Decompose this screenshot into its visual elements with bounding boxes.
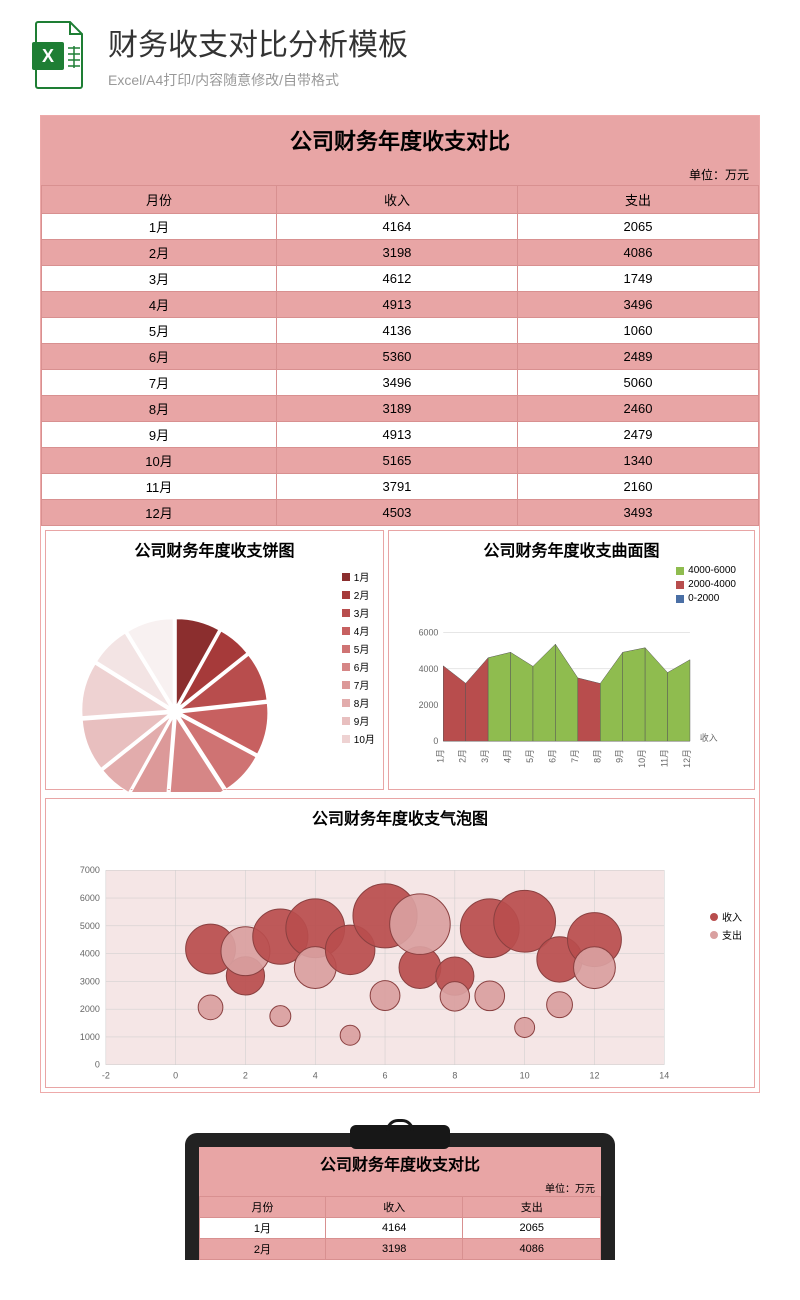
svg-text:2: 2	[243, 1071, 248, 1081]
svg-text:6月: 6月	[547, 749, 557, 763]
svg-text:8月: 8月	[592, 749, 602, 763]
svg-text:7000: 7000	[80, 865, 100, 875]
legend-item: 3月	[342, 605, 375, 620]
legend-item: 0-2000	[676, 593, 736, 604]
surface-chart-title: 公司财务年度收支曲面图	[389, 531, 754, 567]
legend-item: 支出	[710, 927, 742, 942]
legend-item: 5月	[342, 641, 375, 656]
table-header: 收入	[276, 186, 517, 214]
table-row: 6月53602489	[42, 344, 759, 370]
surface-legend: 4000-6000 2000-4000 0-2000	[676, 565, 736, 607]
legend-item: 收入	[710, 909, 742, 924]
svg-text:12: 12	[589, 1071, 599, 1081]
svg-text:收入: 收入	[700, 732, 718, 743]
svg-text:1000: 1000	[80, 1032, 100, 1042]
clipboard-clip-icon	[350, 1125, 450, 1149]
svg-text:0: 0	[173, 1071, 178, 1081]
svg-text:4: 4	[313, 1071, 318, 1081]
bubble-chart: 公司财务年度收支气泡图 收入支出 01000200030004000500060…	[45, 798, 755, 1088]
svg-text:4000: 4000	[418, 664, 438, 674]
page-title: 财务收支对比分析模板	[108, 20, 408, 64]
table-header: 月份	[42, 186, 277, 214]
svg-text:2000: 2000	[418, 700, 438, 710]
legend-item: 4000-6000	[676, 565, 736, 576]
unit-label: 单位：万元	[41, 164, 759, 185]
legend-item: 2月	[342, 587, 375, 602]
svg-text:3000: 3000	[80, 976, 100, 986]
table-row: 12月45033493	[42, 500, 759, 526]
legend-item: 4月	[342, 623, 375, 638]
svg-text:2000: 2000	[80, 1004, 100, 1014]
table-row: 7月34965060	[42, 370, 759, 396]
table-row: 4月49133496	[42, 292, 759, 318]
svg-text:0: 0	[95, 1060, 100, 1070]
table-row: 8月31892460	[42, 396, 759, 422]
svg-text:7月: 7月	[570, 749, 580, 763]
legend-item: 9月	[342, 713, 375, 728]
svg-text:4月: 4月	[502, 749, 512, 763]
mini-sheet-title: 公司财务年度收支对比	[199, 1147, 601, 1179]
pie-chart: 公司财务年度收支饼图 1月 2月 3月 4月 5月 6月 7月 8月 9月 10月	[45, 530, 384, 790]
page-subtitle: Excel/A4打印/内容随意修改/自带格式	[108, 70, 408, 90]
pie-legend: 1月 2月 3月 4月 5月 6月 7月 8月 9月 10月	[342, 569, 375, 749]
table-row: 1月41642065	[42, 214, 759, 240]
legend-item: 1月	[342, 569, 375, 584]
svg-text:10月: 10月	[637, 749, 647, 768]
table-row: 11月37912160	[42, 474, 759, 500]
mini-unit-label: 单位：万元	[199, 1179, 601, 1196]
svg-text:5月: 5月	[525, 749, 535, 763]
pie-chart-title: 公司财务年度收支饼图	[46, 531, 383, 567]
table-row: 5月41361060	[42, 318, 759, 344]
svg-text:6: 6	[383, 1071, 388, 1081]
svg-text:9月: 9月	[615, 749, 625, 763]
mini-data-table: 月份收入支出 1月416420652月31984086	[199, 1196, 601, 1260]
svg-text:8: 8	[452, 1071, 457, 1081]
svg-text:10: 10	[520, 1071, 530, 1081]
svg-text:6000: 6000	[80, 893, 100, 903]
page-header: X 财务收支对比分析模板 Excel/A4打印/内容随意修改/自带格式	[0, 0, 800, 100]
svg-text:2月: 2月	[458, 749, 468, 763]
surface-chart: 公司财务年度收支曲面图 4000-6000 2000-4000 0-2000 0 20…	[388, 530, 755, 790]
legend-item: 8月	[342, 695, 375, 710]
legend-item: 2000-4000	[676, 579, 736, 590]
sheet-title: 公司财务年度收支对比	[41, 116, 759, 164]
legend-item: 7月	[342, 677, 375, 692]
svg-text:12月: 12月	[682, 749, 692, 768]
svg-text:4000: 4000	[80, 949, 100, 959]
svg-text:0: 0	[433, 736, 438, 746]
svg-text:1月: 1月	[435, 749, 445, 763]
svg-text:5000: 5000	[80, 921, 100, 931]
table-row: 9月49132479	[42, 422, 759, 448]
legend-item: 10月	[342, 731, 375, 746]
excel-file-icon: X	[30, 20, 90, 90]
svg-text:X: X	[42, 46, 54, 66]
table-row: 3月46121749	[42, 266, 759, 292]
table-row: 2月31984086	[42, 240, 759, 266]
bubble-legend: 收入支出	[710, 909, 742, 945]
svg-text:11月: 11月	[659, 749, 669, 767]
template-preview: 公司财务年度收支对比 单位：万元 月份收入支出 1月416420652月3198…	[40, 115, 760, 1093]
bubble-chart-title: 公司财务年度收支气泡图	[46, 799, 754, 835]
table-header: 支出	[517, 186, 758, 214]
svg-text:3月: 3月	[480, 749, 490, 763]
data-table: 月份收入支出 1月416420652月319840863月461217494月4…	[41, 185, 759, 526]
svg-text:14: 14	[659, 1071, 669, 1081]
svg-text:6000: 6000	[418, 628, 438, 638]
table-row: 10月51651340	[42, 448, 759, 474]
svg-text:-2: -2	[102, 1071, 110, 1081]
clipboard-preview: 公司财务年度收支对比 单位：万元 月份收入支出 1月416420652月3198…	[185, 1133, 615, 1260]
legend-item: 6月	[342, 659, 375, 674]
